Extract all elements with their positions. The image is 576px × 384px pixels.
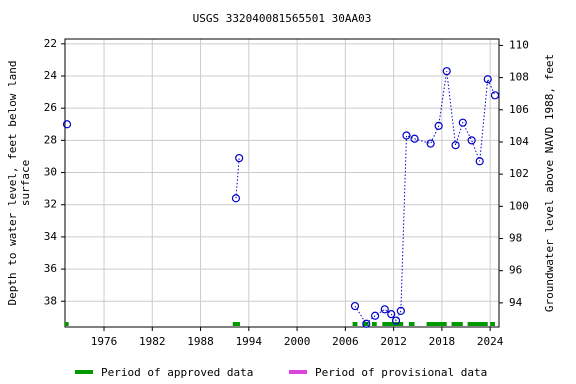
data-point	[467, 136, 476, 145]
data-point	[410, 134, 419, 143]
x-tick-label: 1976	[91, 335, 118, 348]
x-tick-label: 2000	[284, 335, 311, 348]
approved-period	[352, 322, 358, 326]
y-tick-label: 32	[44, 198, 57, 211]
data-point	[396, 306, 405, 316]
data-point	[483, 75, 492, 84]
x-tick-label: 1988	[187, 335, 214, 348]
plot-frame	[64, 38, 500, 328]
approved-period	[371, 322, 377, 326]
y-tick-label: 24	[44, 69, 58, 82]
legend-label: Period of approved data	[101, 366, 253, 379]
y-axis-label-line: Depth to water level, feet below land	[6, 60, 19, 305]
approved-period	[490, 322, 495, 326]
y-axis-label: Depth to water level, feet below landsur…	[6, 60, 32, 305]
legend-swatch	[289, 370, 307, 374]
y-tick-label: 28	[44, 133, 57, 146]
data-point	[371, 311, 380, 320]
data-point	[402, 131, 411, 140]
data-point	[62, 120, 72, 129]
y2-tick-label: 104	[509, 135, 529, 148]
data-point	[380, 305, 389, 314]
legend-swatch	[75, 370, 93, 374]
y2-tick-label: 108	[509, 71, 529, 84]
y2-axis-label: Groundwater level above NAVD 1988, feet	[543, 54, 556, 312]
chart-title: USGS 332040081565501 30AA03	[193, 12, 372, 25]
data-point	[391, 316, 401, 325]
x-tick-label: 1982	[139, 335, 166, 348]
data-point	[442, 67, 451, 76]
data-point	[458, 118, 467, 127]
y-tick-label: 22	[44, 37, 57, 50]
y-tick-label: 34	[44, 230, 58, 243]
y2-tick-label: 110	[509, 38, 529, 51]
y-tick-label: 30	[44, 166, 57, 179]
series-line	[235, 71, 496, 325]
x-tick-label: 2018	[429, 335, 456, 348]
approved-period	[467, 322, 488, 326]
y2-tick-label: 102	[509, 167, 529, 180]
y-tick-label: 38	[44, 294, 57, 307]
approved-period	[382, 322, 404, 326]
x-tick-label: 2012	[380, 335, 407, 348]
legend-label: Period of provisional data	[315, 366, 487, 379]
y-tick-label: 26	[44, 101, 57, 114]
approved-period	[408, 322, 415, 326]
data-point	[350, 301, 360, 311]
approved-period	[232, 322, 240, 326]
approved-period	[426, 322, 447, 326]
data-point	[235, 153, 244, 163]
approved-period	[363, 322, 369, 326]
x-tick-label: 2006	[332, 335, 359, 348]
y2-tick-label: 106	[509, 103, 529, 116]
approved-period	[65, 322, 69, 326]
y2-tick-label: 96	[509, 264, 522, 277]
data-point	[434, 121, 443, 130]
approved-period	[451, 322, 463, 326]
data-point	[362, 319, 371, 328]
y-axis-label-line: surface	[19, 160, 32, 206]
data-point	[451, 141, 460, 150]
x-tick-label: 2024	[477, 335, 504, 348]
data-point	[231, 194, 241, 203]
y2-tick-label: 94	[509, 296, 523, 309]
y2-tick-label: 98	[509, 232, 522, 245]
y-tick-label: 36	[44, 262, 57, 275]
data-point	[490, 91, 500, 100]
x-tick-label: 1994	[236, 335, 263, 348]
data-point	[426, 139, 435, 148]
data-point	[387, 310, 396, 319]
data-point	[475, 157, 484, 166]
y2-tick-label: 100	[509, 199, 529, 212]
